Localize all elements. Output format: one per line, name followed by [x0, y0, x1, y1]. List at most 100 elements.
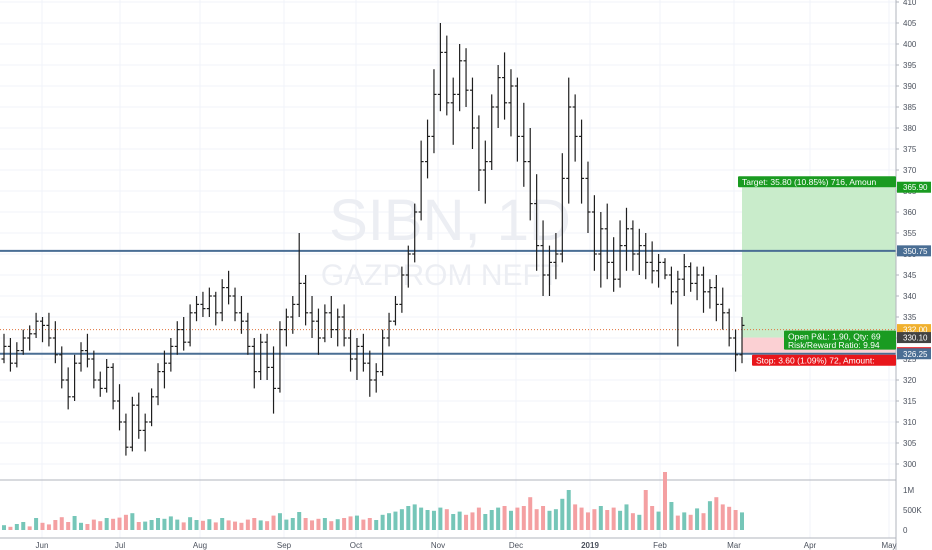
- volume-bar: [457, 511, 462, 530]
- ohlc-bar: [309, 296, 315, 338]
- ohlc-bar: [591, 195, 597, 271]
- ohlc-bar: [713, 275, 719, 322]
- ohlc-bar: [271, 346, 277, 414]
- volume-bar: [175, 519, 180, 530]
- ohlc-bar: [117, 384, 123, 431]
- volume-bar: [149, 520, 154, 530]
- horizontal-lines[interactable]: [0, 249, 896, 355]
- ohlc-bar: [136, 392, 142, 439]
- volume-bar: [226, 520, 231, 530]
- volume-bar: [611, 507, 616, 530]
- target-price-badge-bg: [897, 181, 931, 193]
- volume-bar: [624, 504, 629, 530]
- hline-price-badge-bg: [897, 245, 931, 257]
- volume-bar: [566, 490, 571, 530]
- volume-bar: [438, 507, 443, 530]
- volume-bar: [720, 504, 725, 530]
- ohlc-bar: [579, 119, 585, 204]
- ohlc-bar: [489, 94, 495, 170]
- price-tick-label: 305: [903, 439, 917, 448]
- ohlc-bar: [707, 279, 713, 309]
- volume-tick-label: 0: [903, 526, 908, 535]
- ohlc-bar: [373, 363, 379, 393]
- volume-bar: [156, 518, 161, 530]
- ohlc-bar: [502, 52, 508, 120]
- price-tick-label: 335: [903, 313, 917, 322]
- price-tick-label: 300: [903, 460, 917, 469]
- price-tick-label: 355: [903, 229, 917, 238]
- volume-bar: [733, 510, 738, 530]
- volume-bar: [66, 522, 71, 530]
- ohlc-bar: [598, 212, 604, 288]
- ohlc-bar: [514, 77, 520, 162]
- price-tick-label: 325: [903, 355, 917, 364]
- volume-bar: [213, 522, 218, 530]
- volume-bar: [675, 515, 680, 530]
- ohlc-bar: [161, 350, 167, 389]
- ohlc-bar: [40, 317, 46, 343]
- position-label-bg: [784, 330, 896, 350]
- ohlc-bar: [258, 333, 264, 380]
- ohlc-bar: [425, 119, 431, 179]
- volume-bar: [123, 514, 128, 530]
- volume-bar: [181, 522, 186, 530]
- position-label-bg: [738, 176, 896, 188]
- volume-bar: [258, 520, 263, 530]
- volume-bar: [207, 519, 212, 530]
- ohlc-bar: [322, 304, 328, 343]
- volume-bar: [252, 518, 257, 530]
- volume-bar: [528, 497, 533, 530]
- hline-price-badge: 350.75: [903, 247, 928, 256]
- volume-bar: [650, 506, 655, 530]
- ohlc-bar: [335, 308, 341, 347]
- ohlc-bar: [399, 266, 405, 313]
- time-tick-label: Mar: [727, 541, 741, 550]
- time-tick-label: Feb: [653, 541, 667, 550]
- ohlc-bar: [226, 270, 232, 305]
- ohlc-bar: [72, 354, 78, 401]
- ohlc-bar: [662, 258, 668, 280]
- volume-bar: [496, 507, 501, 530]
- volume-bar: [515, 507, 520, 530]
- price-tick-label: 410: [903, 0, 917, 7]
- ohlc-bar: [181, 317, 187, 351]
- ohlc-bar: [97, 371, 103, 397]
- ohlc-bar: [200, 291, 206, 317]
- ohlc-bar: [521, 102, 527, 187]
- price-tick-label: 310: [903, 418, 917, 427]
- price-tick-label: 390: [903, 82, 917, 91]
- ohlc-bar: [636, 228, 642, 275]
- ohlc-bar: [206, 287, 212, 317]
- watermark-symbol: SIBN, 1D: [329, 188, 571, 253]
- ohlc-bar: [534, 174, 540, 271]
- ohlc-bar: [283, 308, 289, 347]
- target-zone: [742, 187, 896, 338]
- ohlc-bar: [675, 270, 681, 347]
- volume-bar: [200, 520, 205, 530]
- ohlc-bar: [27, 325, 33, 351]
- price-tick-label: 340: [903, 292, 917, 301]
- time-tick-label: Nov: [431, 541, 445, 550]
- volume-bar: [476, 507, 481, 530]
- ohlc-bar: [52, 321, 58, 364]
- ohlc-bar: [668, 266, 674, 305]
- ohlc-bar: [405, 245, 411, 288]
- volume-bar: [502, 506, 507, 530]
- volume-bar: [335, 519, 340, 530]
- volume-bar: [265, 521, 270, 530]
- volume-bar: [130, 513, 135, 530]
- ohlc-bar: [553, 233, 559, 280]
- ohlc-bar: [20, 329, 26, 355]
- entry-price-badge-bg: [897, 332, 931, 344]
- volume-bar: [104, 518, 109, 530]
- price-bars: [1, 23, 745, 456]
- position-zones: [742, 187, 896, 353]
- ohlc-bar: [720, 287, 726, 330]
- symbol-watermark: SIBN, 1D GAZPROM NEFT: [321, 188, 571, 292]
- ohlc-bar: [656, 254, 662, 288]
- volume-bar: [98, 521, 103, 530]
- volume-bar: [329, 521, 334, 530]
- volume-bar: [637, 514, 642, 530]
- hline-price-badge-bg: [897, 348, 931, 360]
